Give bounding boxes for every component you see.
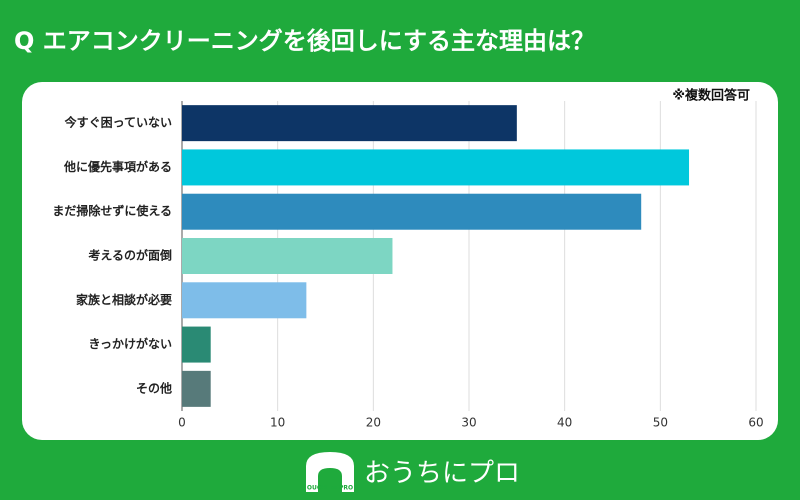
y-tick-label: まだ掃除せずに使える	[52, 203, 172, 218]
bar	[182, 326, 211, 363]
y-tick-label: 考えるのが面倒	[88, 248, 172, 263]
chart-title: Q エアコンクリーニングを後回しにする主な理由は？	[14, 27, 595, 55]
x-tick-label: 30	[461, 416, 476, 430]
bar	[182, 105, 517, 142]
note: ※複数回答可	[672, 88, 750, 104]
logo-icon-text: OUCHI ni PRO	[307, 485, 353, 492]
y-tick-label: 家族と相談が必要	[76, 292, 172, 307]
x-tick-label: 10	[270, 416, 285, 430]
bar	[182, 370, 211, 407]
bar	[182, 238, 393, 274]
x-tick-label: 20	[366, 416, 381, 430]
x-tick-label: 60	[748, 416, 763, 430]
bar	[182, 282, 307, 319]
plot: 0 10 20 30 40 50 60 今すぐ困っていない他に優先事項があるまだ掃除せずに使え…	[52, 101, 764, 430]
x-tick-label: 50	[653, 416, 668, 430]
y-tick-label: その他	[136, 380, 172, 395]
logo: OUCHI ni PRO おうちにプロ	[306, 452, 520, 492]
y-tick-label: きっかけがない	[88, 336, 172, 351]
logo-door	[318, 468, 342, 492]
x-tick-label: 0	[178, 416, 186, 430]
bar	[182, 193, 642, 230]
bar	[182, 149, 690, 186]
x-tick-label: 40	[557, 416, 572, 430]
y-tick-label: 他に優先事項がある	[63, 159, 172, 174]
y-tick-label: 今すぐ困っていない	[64, 115, 172, 130]
brand-name: おうちにプロ	[364, 459, 520, 489]
